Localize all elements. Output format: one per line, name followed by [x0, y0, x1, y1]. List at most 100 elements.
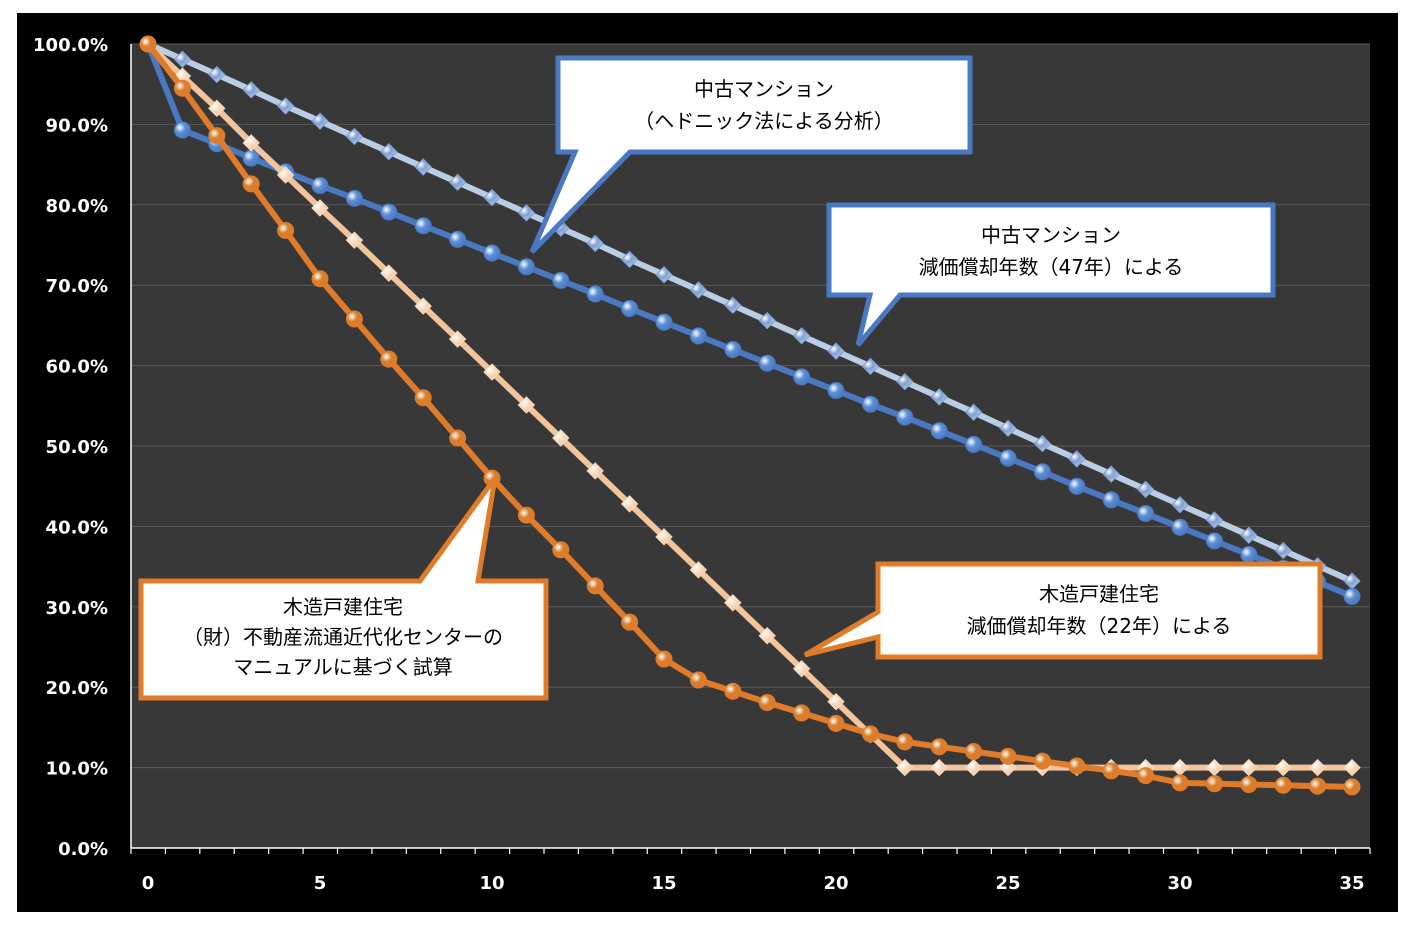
- data-point: [586, 234, 604, 253]
- data-point: [827, 692, 845, 711]
- data-point: [758, 354, 776, 372]
- data-point: [1309, 777, 1327, 795]
- data-point: [311, 177, 329, 195]
- data-point: [621, 613, 639, 631]
- data-point: [242, 134, 260, 152]
- data-point: [655, 266, 673, 284]
- data-point: [1137, 505, 1155, 523]
- data-point: [1205, 511, 1224, 529]
- data-point: [173, 79, 191, 97]
- x-tick-label: 35: [1339, 873, 1364, 894]
- x-tick-label: 20: [823, 873, 848, 894]
- data-point: [1171, 518, 1189, 536]
- data-point: [689, 671, 707, 689]
- data-point: [1274, 541, 1292, 560]
- data-point: [965, 743, 983, 761]
- data-point: [1033, 752, 1051, 770]
- data-point: [586, 462, 604, 480]
- callout-house-manual: 木造戸建住宅 （財）不動産流通近代化センターの マニュアルに基づく試算: [138, 476, 549, 701]
- callout-line: （ヘドニック法による分析）: [634, 109, 893, 133]
- data-point: [414, 297, 432, 315]
- data-point: [1033, 434, 1052, 453]
- data-point: [242, 175, 260, 193]
- data-point: [1068, 757, 1086, 775]
- data-point: [1033, 463, 1051, 481]
- data-point: [208, 127, 226, 145]
- x-tick-label: 0: [142, 873, 155, 894]
- data-point: [1240, 526, 1258, 544]
- data-point: [1240, 775, 1258, 793]
- data-point: [1102, 762, 1120, 780]
- data-point: [999, 419, 1017, 438]
- data-point: [689, 561, 708, 579]
- series-2: [139, 35, 1361, 777]
- data-point: [173, 121, 191, 139]
- data-point: [517, 204, 536, 222]
- data-point: [1171, 495, 1189, 514]
- data-point: [517, 396, 536, 414]
- data-point: [1102, 465, 1120, 483]
- data-point: [173, 50, 192, 68]
- data-point: [1205, 775, 1223, 793]
- data-point: [208, 65, 226, 84]
- data-point: [655, 313, 673, 331]
- x-axis-tick-labels: 0 5 10 15 20 25 30 35: [142, 873, 1365, 894]
- data-point: [792, 327, 811, 345]
- callout-mansion-hedonic: 中古マンション （ヘドニック法による分析）: [529, 55, 973, 254]
- y-tick-label: 70.0%: [46, 276, 108, 297]
- data-point: [311, 270, 329, 288]
- data-point: [930, 422, 948, 440]
- data-point: [311, 199, 329, 217]
- data-point: [552, 429, 570, 447]
- data-point: [414, 217, 432, 235]
- data-point: [277, 222, 295, 240]
- data-point: [930, 758, 948, 777]
- data-point: [483, 188, 501, 207]
- data-point: [552, 541, 570, 559]
- data-point: [1102, 491, 1120, 509]
- y-axis-tick-labels: 0.0% 10.0% 20.0% 30.0% 40.0% 50.0% 60.0% 70.0% 8…: [33, 35, 108, 860]
- data-point: [758, 693, 776, 711]
- x-tick-label: 15: [651, 873, 676, 894]
- data-point: [861, 395, 879, 413]
- data-point: [139, 35, 157, 53]
- data-point: [449, 429, 467, 447]
- x-tick-label: 5: [314, 873, 327, 894]
- data-point: [689, 327, 707, 345]
- data-point: [448, 330, 467, 348]
- callout-line: 木造戸建住宅: [283, 595, 403, 619]
- data-point: [1137, 767, 1155, 785]
- y-tick-label: 60.0%: [46, 357, 108, 378]
- series-3: [139, 35, 1361, 796]
- callout-box: [138, 476, 549, 701]
- y-tick-label: 10.0%: [46, 759, 108, 780]
- data-point: [449, 230, 467, 248]
- x-tick-label: 25: [995, 873, 1020, 894]
- data-point: [758, 627, 776, 645]
- callout-line: 中古マンション: [981, 223, 1121, 247]
- data-point: [414, 389, 432, 407]
- data-point: [1274, 758, 1292, 777]
- data-point: [586, 577, 604, 595]
- y-tick-label: 80.0%: [46, 196, 108, 217]
- data-point: [896, 758, 914, 777]
- data-point: [724, 341, 742, 359]
- data-point: [276, 166, 295, 184]
- data-point: [414, 158, 432, 176]
- y-tick-label: 100.0%: [33, 35, 108, 56]
- callout-line: マニュアルに基づく試算: [233, 655, 452, 679]
- data-point: [311, 112, 329, 130]
- data-point: [1205, 532, 1223, 550]
- data-point: [345, 127, 364, 146]
- data-point: [1274, 776, 1292, 794]
- data-point: [208, 99, 226, 118]
- series-1: [139, 35, 1361, 605]
- data-point: [999, 449, 1017, 467]
- callout-box: [826, 202, 1276, 347]
- data-point: [1240, 546, 1258, 564]
- y-tick-label: 50.0%: [46, 437, 108, 458]
- callout-line: （財）不動産流通近代化センターの: [183, 625, 503, 649]
- data-point: [793, 368, 811, 386]
- x-tick-label: 10: [479, 873, 504, 894]
